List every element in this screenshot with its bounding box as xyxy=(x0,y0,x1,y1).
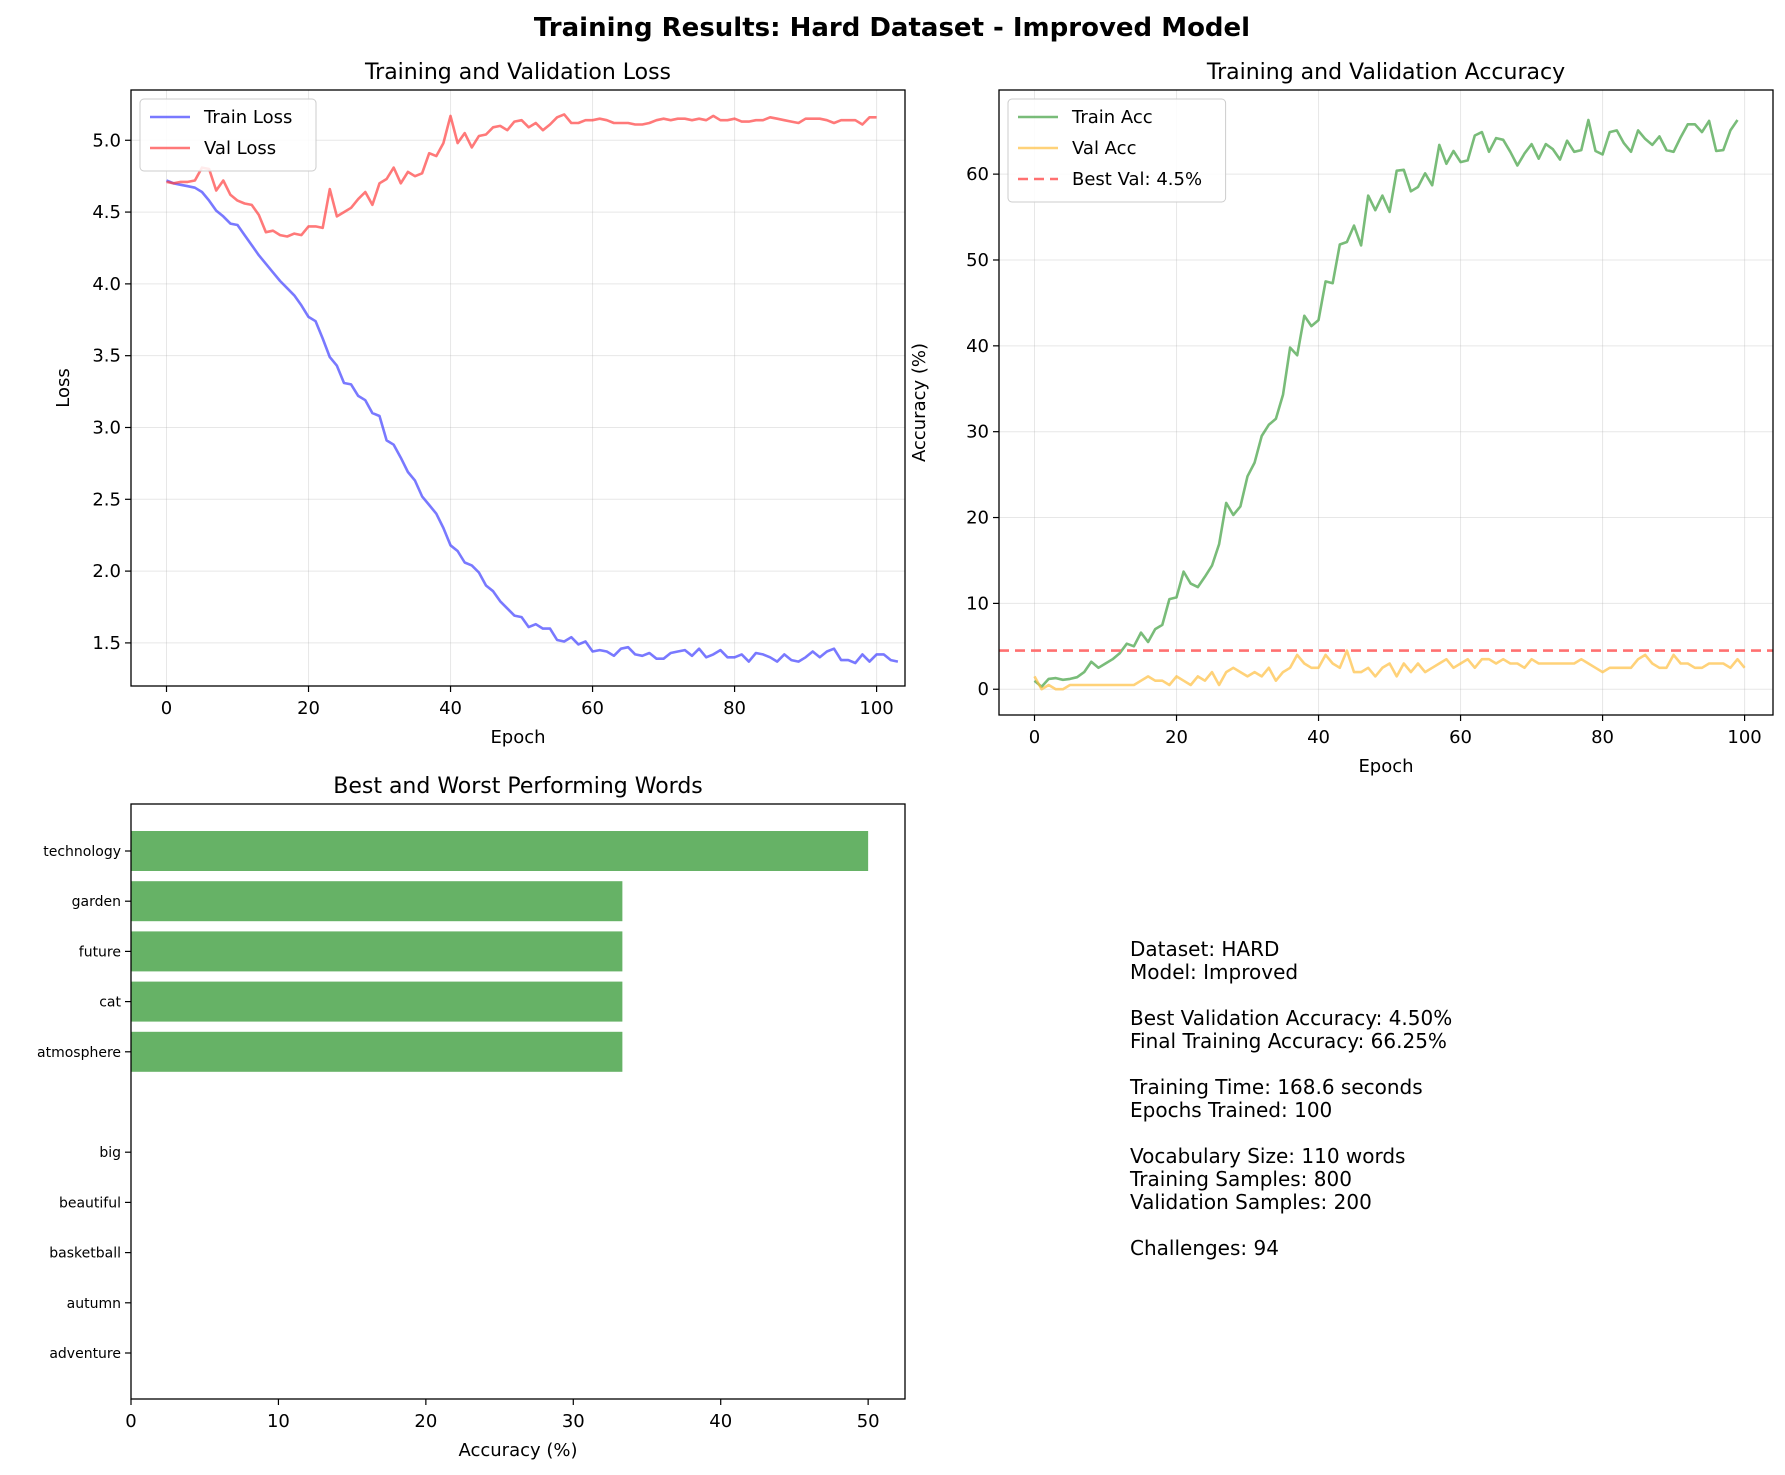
series-line-train-acc xyxy=(1033,118,1739,689)
bar-category-label: autumn xyxy=(67,1296,121,1312)
axes-title: Training and Validation Loss xyxy=(364,60,671,85)
figure-title: Training Results: Hard Dataset - Improve… xyxy=(534,13,1250,43)
axes-title: Training and Validation Accuracy xyxy=(1206,60,1565,85)
x-axis-label: Epoch xyxy=(1358,756,1413,777)
bar-cat xyxy=(131,981,623,1022)
series-line-val-acc xyxy=(1033,649,1746,691)
y-axis-label: Accuracy (%) xyxy=(909,343,930,462)
x-tick-label: 0 xyxy=(1029,727,1040,748)
y-tick-label: 2.0 xyxy=(92,561,121,582)
bar-category-label: garden xyxy=(72,894,121,910)
x-tick-label: 20 xyxy=(1165,727,1188,748)
bar-category-label: adventure xyxy=(49,1346,121,1362)
y-tick-label: 30 xyxy=(966,422,989,443)
bar-category-label: beautiful xyxy=(59,1195,121,1211)
x-tick-label: 40 xyxy=(1307,727,1330,748)
bar-category-label: basketball xyxy=(49,1246,121,1262)
axes-frame xyxy=(130,89,906,687)
bar-category-label: cat xyxy=(99,995,121,1011)
summary-line: Model: Improved xyxy=(1130,960,1299,984)
summary-line: Dataset: HARD xyxy=(1130,937,1280,961)
y-tick-label: 4.0 xyxy=(92,274,121,295)
y-tick-label: 2.5 xyxy=(92,489,121,510)
summary-line: Best Validation Accuracy: 4.50% xyxy=(1130,1006,1453,1030)
y-tick-label: 3.5 xyxy=(92,346,121,367)
y-tick-label: 1.5 xyxy=(92,633,121,654)
x-tick-label: 100 xyxy=(1727,727,1761,748)
x-tick-label: 20 xyxy=(297,698,320,719)
x-tick-label: 40 xyxy=(709,1411,732,1432)
axes-frame xyxy=(130,803,906,1400)
bar-technology xyxy=(131,831,869,871)
summary-line: Epochs Trained: 100 xyxy=(1130,1098,1333,1122)
bar-category-label: atmosphere xyxy=(37,1045,121,1061)
y-tick-label: 5.0 xyxy=(92,130,121,151)
x-tick-label: 0 xyxy=(125,1411,136,1432)
summary-line: Challenges: 94 xyxy=(1130,1236,1279,1260)
x-axis-label: Epoch xyxy=(490,727,545,748)
legend-box xyxy=(1007,98,1227,203)
x-tick-label: 50 xyxy=(857,1411,880,1432)
x-tick-label: 80 xyxy=(1591,727,1614,748)
y-tick-label: 40 xyxy=(966,336,989,357)
summary-line: Training Time: 168.6 seconds xyxy=(1130,1075,1423,1099)
bar-atmosphere xyxy=(131,1031,623,1072)
legend-label: Val Loss xyxy=(204,138,276,159)
legend-label: Best Val: 4.5% xyxy=(1072,169,1202,190)
y-tick-label: 60 xyxy=(966,164,989,185)
x-tick-label: 30 xyxy=(562,1411,585,1432)
x-tick-label: 80 xyxy=(723,698,746,719)
y-tick-label: 3.0 xyxy=(92,417,121,438)
summary-line xyxy=(1130,1122,1452,1145)
summary-line: Vocabulary Size: 110 words xyxy=(1130,1144,1406,1168)
y-tick-label: 20 xyxy=(966,508,989,529)
bar-garden xyxy=(131,881,623,922)
x-tick-label: 0 xyxy=(161,698,172,719)
summary-line: Validation Samples: 200 xyxy=(1130,1190,1372,1214)
y-axis-label: Loss xyxy=(53,368,74,407)
axes-title: Best and Worst Performing Words xyxy=(333,774,703,799)
legend-label: Train Loss xyxy=(203,107,292,128)
summary-line: Training Samples: 800 xyxy=(1130,1167,1352,1191)
x-tick-label: 10 xyxy=(267,1411,290,1432)
x-tick-label: 60 xyxy=(581,698,604,719)
x-tick-label: 20 xyxy=(414,1411,437,1432)
legend-label: Train Acc xyxy=(1071,107,1153,128)
bar-category-label: future xyxy=(79,944,121,960)
legend-label: Val Acc xyxy=(1072,138,1136,159)
y-tick-label: 50 xyxy=(966,250,989,271)
summary-line: Final Training Accuracy: 66.25% xyxy=(1130,1029,1447,1053)
y-tick-label: 4.5 xyxy=(92,202,121,223)
summary-line xyxy=(1130,984,1452,1007)
summary-line xyxy=(1130,1214,1452,1237)
x-tick-label: 100 xyxy=(859,698,893,719)
axes-frame xyxy=(998,89,1774,716)
y-tick-label: 10 xyxy=(966,593,989,614)
series-line-train-loss xyxy=(166,179,899,665)
training-summary: Dataset: HARD Model: Improved Best Validat… xyxy=(1130,938,1452,1260)
y-tick-label: 0 xyxy=(978,679,989,700)
bar-future xyxy=(131,931,623,972)
bar-category-label: technology xyxy=(43,844,121,860)
series-line-val-loss xyxy=(166,113,877,238)
x-tick-label: 60 xyxy=(1449,727,1472,748)
x-axis-label: Accuracy (%) xyxy=(458,1440,577,1461)
bar-category-label: big xyxy=(99,1145,121,1161)
x-tick-label: 40 xyxy=(439,698,462,719)
summary-line xyxy=(1130,1053,1452,1076)
